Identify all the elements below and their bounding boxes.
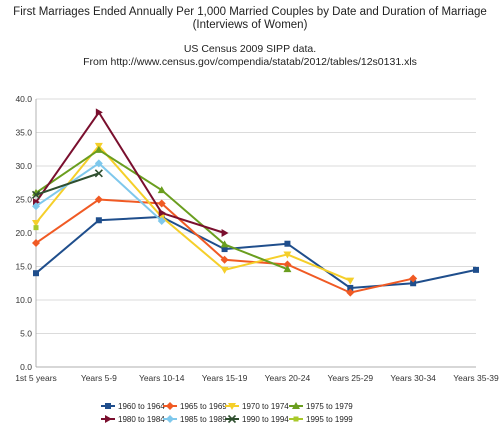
y-tick-label: 10.0	[15, 295, 32, 305]
data-point	[95, 217, 102, 224]
data-point	[94, 195, 103, 204]
series-1975-to-1979	[32, 145, 292, 273]
series-line	[35, 172, 100, 196]
y-tick-label: 20.0	[15, 228, 32, 238]
data-point	[346, 288, 355, 297]
legend-label: 1980 to 1984	[118, 415, 165, 424]
data-point	[221, 229, 229, 237]
data-point	[284, 240, 291, 247]
x-tick-label: Years 10-14	[139, 373, 185, 383]
data-point	[158, 208, 166, 217]
legend-marker	[292, 402, 300, 409]
chart-subtitle-line1: US Census 2009 SIPP data.	[183, 43, 317, 55]
data-point	[347, 284, 354, 291]
y-tick-label: 0.0	[20, 362, 32, 372]
data-point	[346, 277, 355, 285]
data-point	[32, 202, 40, 211]
chart-title-line2: (Interviews of Women)	[192, 19, 308, 31]
y-tick-label: 5.0	[20, 329, 32, 339]
data-point	[94, 159, 103, 168]
x-tick-label: Years 35-39	[453, 373, 499, 383]
data-point	[221, 246, 228, 253]
legend-marker	[293, 416, 299, 422]
data-point	[32, 239, 40, 248]
legend-marker	[227, 414, 237, 424]
legend-marker	[105, 403, 111, 409]
series-line	[35, 110, 225, 234]
legend-label: 1990 to 1994	[242, 415, 289, 424]
y-tick-label: 15.0	[15, 262, 32, 272]
chart-title-line1: First Marriages Ended Annually Per 1,000…	[13, 6, 487, 18]
legend-entry: 1985 to 1989	[163, 415, 227, 424]
data-point	[33, 270, 39, 277]
legend-entry: 1970 to 1974	[225, 402, 289, 411]
series-line	[35, 215, 477, 289]
data-point	[220, 266, 229, 274]
x-tick-label: Years 15-19	[202, 373, 248, 383]
series-line	[35, 162, 163, 222]
x-tick-label: Years 30-34	[390, 373, 436, 383]
y-tick-label: 35.0	[15, 128, 32, 138]
legend-entry: 1980 to 1984	[101, 415, 165, 424]
legend-label: 1965 to 1969	[180, 402, 227, 411]
series-line	[35, 148, 288, 271]
legend-label: 1995 to 1999	[306, 415, 353, 424]
legend-entry: 1960 to 1964	[101, 402, 165, 411]
y-tick-label: 40.0	[15, 94, 32, 104]
y-tick-label: 25.0	[15, 195, 32, 205]
data-point	[157, 186, 166, 194]
legend-label: 1960 to 1964	[118, 402, 165, 411]
legend-marker	[166, 415, 174, 423]
series-line	[35, 144, 351, 282]
chart-titles: First Marriages Ended Annually Per 1,000…	[0, 6, 500, 69]
y-tick-label: 30.0	[15, 161, 32, 171]
legend-label: 1970 to 1974	[242, 402, 289, 411]
data-point	[33, 225, 39, 231]
x-tick-label: 1st 5 years	[15, 373, 57, 383]
data-point	[95, 108, 103, 117]
legend-entry: 1990 to 1994	[225, 414, 289, 424]
data-point	[283, 265, 292, 273]
data-point	[283, 251, 292, 259]
legend-entry: 1995 to 1999	[289, 415, 353, 424]
series-1990-to-1994	[31, 169, 103, 199]
legend-marker	[166, 402, 174, 410]
x-tick-label: Years 20-24	[265, 373, 311, 383]
x-tick-label: Years 25-29	[328, 373, 374, 383]
legend-label: 1985 to 1989	[180, 415, 227, 424]
data-point	[410, 280, 417, 287]
legend-entry: 1965 to 1969	[163, 402, 227, 411]
series-1970-to-1974	[32, 142, 355, 285]
x-tick-label: Years 5-9	[81, 373, 117, 383]
legend-marker	[105, 415, 112, 423]
data-point	[473, 266, 479, 273]
chart-subtitle-line2: From http://www.census.gov/compendia/sta…	[83, 56, 417, 68]
legend-entry: 1975 to 1979	[289, 402, 353, 411]
data-point	[220, 240, 229, 248]
legend-marker	[228, 403, 236, 410]
data-point	[157, 216, 166, 225]
data-point	[409, 274, 418, 283]
series-1995-to-1999	[33, 225, 39, 231]
data-point	[32, 219, 40, 227]
data-point	[31, 190, 41, 199]
data-point	[94, 169, 103, 178]
data-point	[94, 145, 103, 153]
data-point	[283, 260, 292, 269]
data-point	[157, 199, 166, 208]
series-1965-to-1969	[32, 195, 418, 297]
legend-label: 1975 to 1979	[306, 402, 353, 411]
data-point	[220, 255, 229, 264]
series-1985-to-1989	[32, 159, 166, 225]
